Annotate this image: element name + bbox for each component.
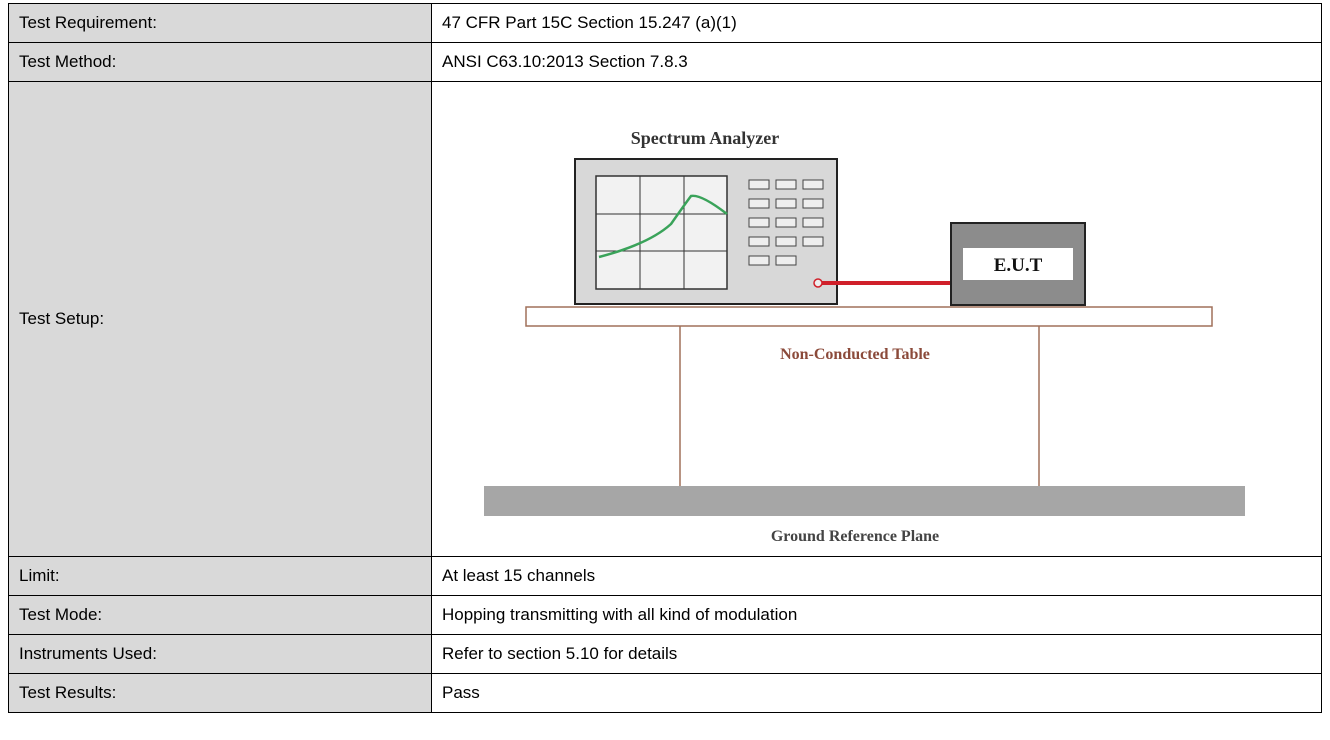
table-row: Test Requirement: 47 CFR Part 15C Section…	[8, 3, 1322, 43]
ground-label: Ground Reference Plane	[771, 528, 939, 545]
trace	[598, 194, 728, 259]
row-label: Instruments Used:	[8, 634, 432, 674]
row-value: At least 15 channels	[431, 556, 1322, 596]
button	[748, 217, 770, 228]
table-row: Instruments Used: Refer to section 5.10 f…	[8, 634, 1322, 674]
button	[802, 236, 824, 247]
table-body: Test Requirement: 47 CFR Part 15C Section…	[8, 3, 1322, 713]
button	[802, 179, 824, 190]
row-label: Test Setup:	[8, 81, 432, 557]
row-label: Test Method:	[8, 42, 432, 82]
button	[802, 198, 824, 209]
port	[813, 278, 823, 288]
table-row: Limit: At least 15 channels	[8, 556, 1322, 596]
button	[775, 179, 797, 190]
ground-plane	[484, 486, 1245, 516]
table-label: Non-Conducted Table	[780, 346, 930, 363]
table-top	[525, 306, 1213, 327]
table-row: Test Method: ANSI C63.10:2013 Section 7.8…	[8, 42, 1322, 82]
button	[802, 217, 824, 228]
row-label: Test Results:	[8, 673, 432, 713]
table-row: Test Mode: Hopping transmitting with all …	[8, 595, 1322, 635]
button	[748, 236, 770, 247]
row-value: Pass	[431, 673, 1322, 713]
button	[775, 255, 797, 266]
button	[748, 198, 770, 209]
test-table: Test Requirement: 47 CFR Part 15C Section…	[8, 3, 1322, 713]
eut-plate	[963, 248, 1073, 280]
eut-label: E.U.T	[994, 255, 1043, 276]
table-row: Test Results: Pass	[8, 673, 1322, 713]
button	[775, 198, 797, 209]
row-value: Refer to section 5.10 for details	[431, 634, 1322, 674]
row-value: ANSI C63.10:2013 Section 7.8.3	[431, 42, 1322, 82]
analyzer-label: Spectrum Analyzer	[631, 128, 779, 148]
row-label: Limit:	[8, 556, 432, 596]
row-value: 47 CFR Part 15C Section 15.247 (a)(1)	[431, 3, 1322, 43]
row-label: Test Requirement:	[8, 3, 432, 43]
button	[748, 179, 770, 190]
setup-cell: Spectrum Analyzer E.U.T Non-Conducted Tabl…	[431, 81, 1322, 557]
table-row: Test Setup: Spectrum Analyzer E.U.T Non-Con…	[8, 81, 1322, 557]
row-value: Hopping transmitting with all kind of mo…	[431, 595, 1322, 635]
row-label: Test Mode:	[8, 595, 432, 635]
button	[775, 236, 797, 247]
button	[748, 255, 770, 266]
setup-diagram: Spectrum Analyzer E.U.T Non-Conducted Tabl…	[484, 128, 1245, 545]
button	[775, 217, 797, 228]
